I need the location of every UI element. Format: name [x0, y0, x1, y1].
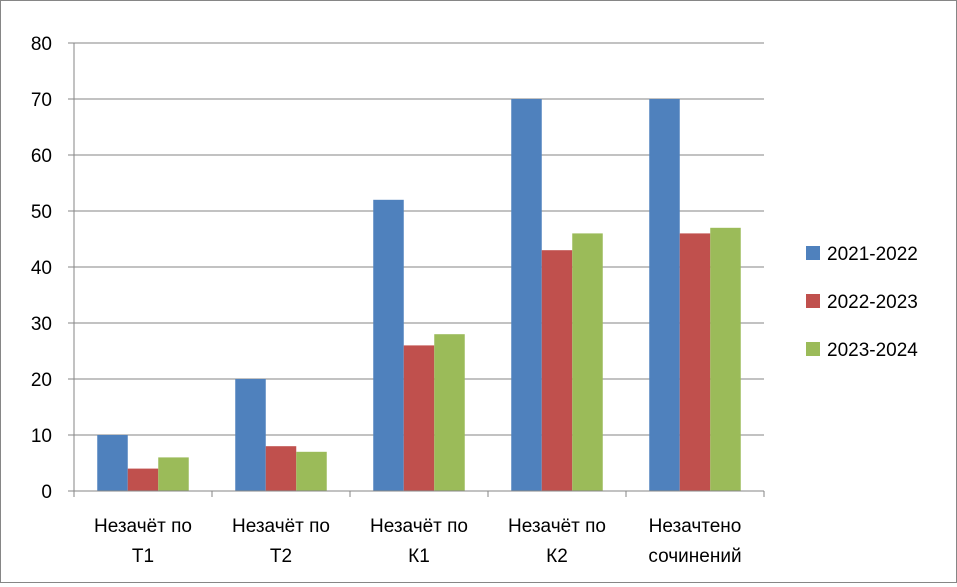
- bar: [649, 99, 680, 491]
- y-tick-label: 40: [31, 258, 52, 279]
- x-tick-label: Незачёт по: [508, 516, 606, 537]
- gridlines: [74, 42, 764, 436]
- bar: [572, 233, 603, 491]
- legend-label: 2023-2024: [827, 340, 918, 361]
- legend-swatch: [806, 342, 820, 356]
- y-tick-label: 50: [31, 202, 52, 223]
- y-tick-label: 20: [31, 370, 52, 391]
- bar: [434, 334, 465, 491]
- bar: [296, 451, 327, 491]
- y-tick-label: 10: [31, 426, 52, 447]
- x-tick-label: Незачёт по: [94, 516, 192, 537]
- bar: [373, 199, 404, 492]
- legend-swatch: [806, 246, 820, 260]
- bar: [265, 446, 297, 491]
- bar: [127, 468, 159, 491]
- axes: 0 10 20 30 40 50 60 70 80 Незачёт по Т1 Незачёт по Т…: [31, 34, 765, 567]
- legend-label: 2022-2023: [827, 292, 918, 313]
- x-tick-label: Т2: [270, 546, 292, 567]
- y-tick-label: 70: [31, 90, 52, 111]
- bar: [679, 233, 711, 491]
- legend: 2021-2022 2022-2023 2023-2024: [806, 244, 918, 361]
- bar: [403, 345, 435, 491]
- bars: [97, 99, 741, 492]
- x-tick-label: Незачёт по: [232, 516, 330, 537]
- y-tick-label: 60: [31, 146, 52, 167]
- bar: [541, 250, 573, 491]
- y-tick-label: 30: [31, 314, 52, 335]
- bar: [235, 379, 266, 491]
- bar: [97, 435, 128, 491]
- x-tick-label: Незачёт по: [370, 516, 468, 537]
- x-tick-label: К2: [546, 546, 568, 567]
- bar: [511, 99, 542, 491]
- x-tick-label: К1: [408, 546, 430, 567]
- x-tick-label: Т1: [132, 546, 154, 567]
- x-tick-label: сочинений: [648, 546, 741, 567]
- y-tick-label: 80: [31, 34, 52, 55]
- x-tick-label: Незачтено: [649, 516, 742, 537]
- bar: [710, 227, 741, 492]
- y-tick-label: 0: [41, 482, 52, 503]
- legend-label: 2021-2022: [827, 244, 918, 265]
- bar: [158, 457, 189, 491]
- legend-swatch: [806, 294, 820, 308]
